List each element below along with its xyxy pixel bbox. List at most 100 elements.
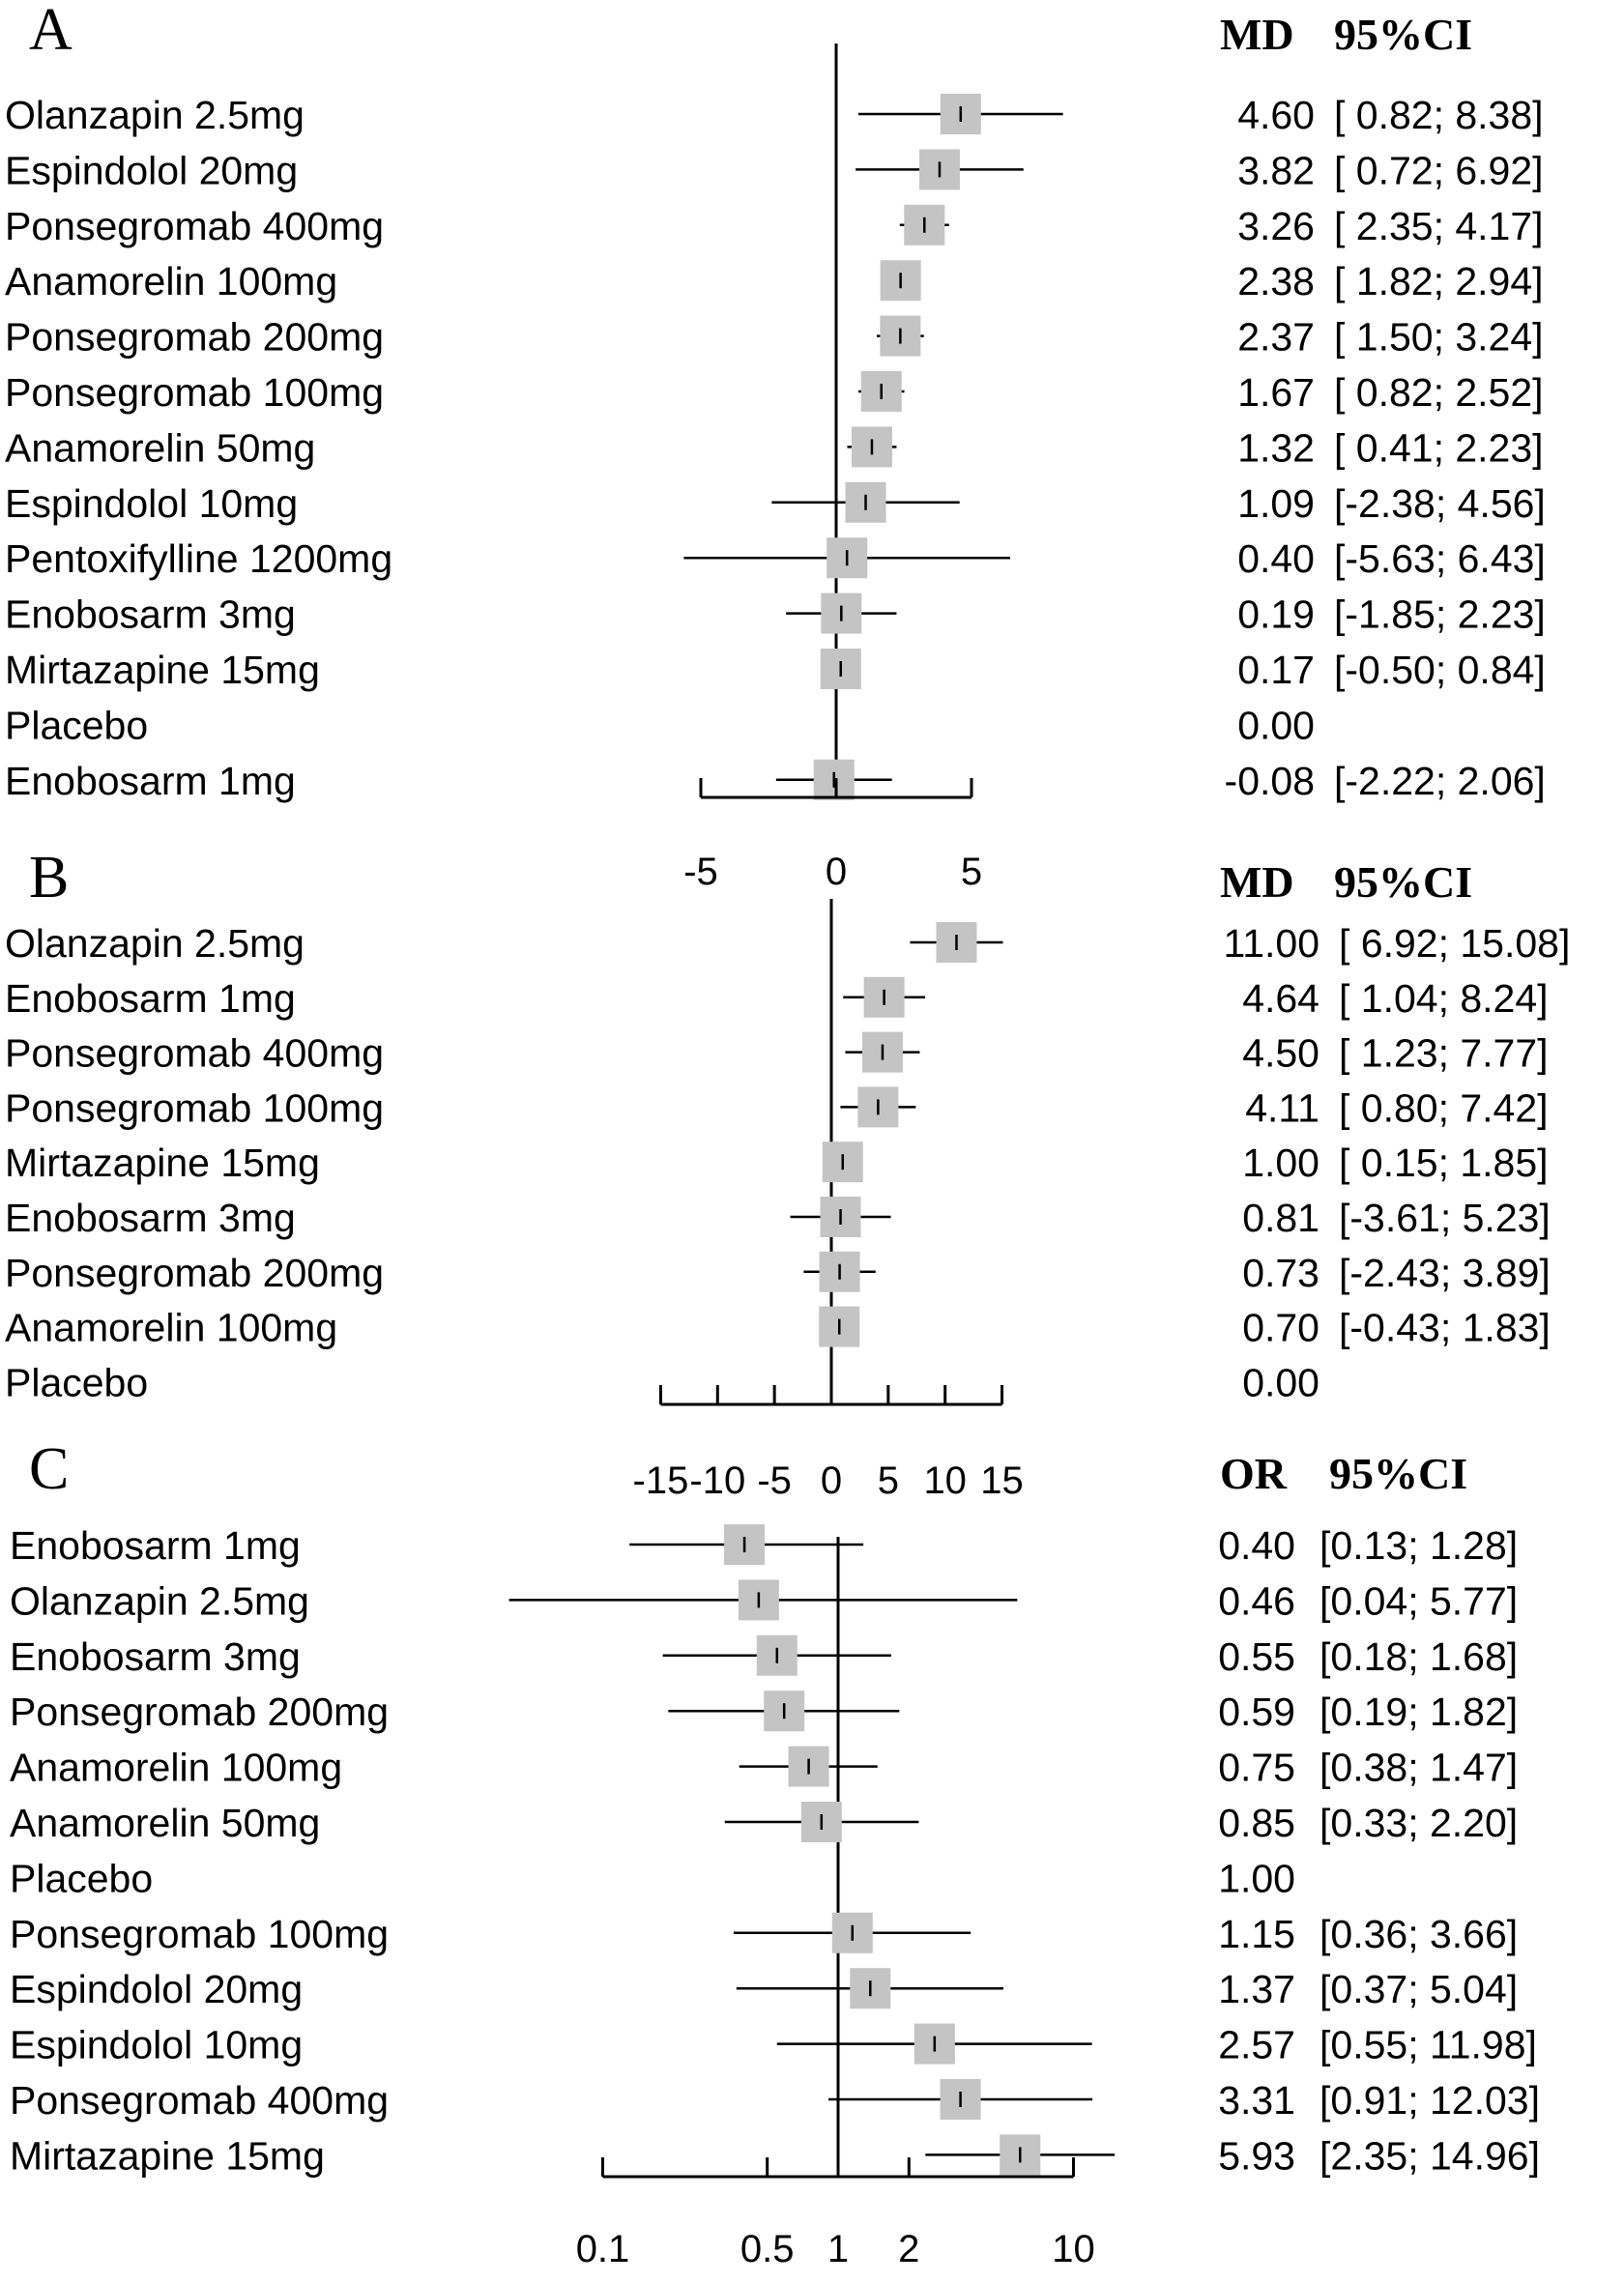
x-tick-label: -5 [757, 1459, 792, 1502]
estimate-value: 4.64 [1242, 976, 1320, 1021]
ci-value: [-2.22; 2.06] [1334, 759, 1546, 803]
forest-panel-b: B MD 95%CI Olanzapin 2.5mg 11.00 [ 6.92; 15.0… [5, 845, 1570, 1502]
ci-value: [ 6.92; 15.08] [1339, 921, 1570, 966]
ci-value: [0.18; 1.68] [1320, 1634, 1518, 1679]
row-label: Mirtazapine 15mg [5, 648, 320, 692]
row-label: Enobosarm 1mg [5, 976, 296, 1021]
estimate-value: 1.15 [1218, 1912, 1295, 1956]
ci-value: [0.19; 1.82] [1320, 1690, 1518, 1734]
estimate-value: 1.00 [1218, 1856, 1295, 1900]
ci-value: [-2.38; 4.56] [1334, 481, 1546, 526]
ci-value: [0.91; 12.03] [1320, 2078, 1540, 2123]
estimate-value: 0.81 [1242, 1196, 1320, 1240]
ci-value: [ 0.82; 2.52] [1334, 370, 1544, 415]
x-tick-label: 5 [961, 851, 982, 893]
ci-value: [ 1.23; 7.77] [1339, 1031, 1549, 1076]
row-label: Placebo [5, 703, 148, 747]
ci-value: [0.13; 1.28] [1320, 1523, 1518, 1568]
ci-value: [-3.61; 5.23] [1339, 1196, 1551, 1240]
ci-value: [0.04; 5.77] [1320, 1578, 1518, 1623]
estimate-header: MD [1220, 857, 1294, 907]
estimate-value: 3.26 [1237, 204, 1315, 248]
ci-value: [-0.43; 1.83] [1339, 1306, 1551, 1350]
ci-value: [ 1.50; 3.24] [1334, 315, 1544, 360]
row-label: Anamorelin 100mg [5, 259, 337, 303]
estimate-value: 4.60 [1237, 93, 1315, 137]
estimate-value: 0.55 [1218, 1634, 1295, 1679]
panel-label: C [29, 1436, 69, 1502]
row-label: Ponsegromab 200mg [5, 1251, 384, 1295]
row-label: Olanzapin 2.5mg [5, 921, 304, 966]
row-label: Olanzapin 2.5mg [10, 1578, 309, 1623]
row-label: Enobosarm 3mg [10, 1634, 301, 1679]
ci-header: 95%CI [1329, 1449, 1467, 1498]
ci-value: [ 1.04; 8.24] [1339, 976, 1549, 1021]
estimate-value: 0.75 [1218, 1746, 1295, 1790]
row-label: Enobosarm 3mg [5, 592, 296, 637]
ci-value: [-5.63; 6.43] [1334, 536, 1546, 581]
estimate-value: 3.82 [1237, 148, 1315, 192]
estimate-value: 0.00 [1242, 1360, 1320, 1404]
x-tick-label: 0 [821, 1459, 842, 1502]
row-label: Enobosarm 1mg [10, 1523, 301, 1568]
estimate-value: 1.09 [1237, 481, 1315, 526]
estimate-value: 5.93 [1218, 2133, 1295, 2178]
x-tick-label: 10 [923, 1459, 967, 1502]
row-label: Ponsegromab 400mg [10, 2078, 389, 2123]
estimate-value: 0.19 [1237, 592, 1315, 637]
estimate-value: 1.67 [1237, 370, 1315, 415]
row-label: Espindolol 20mg [5, 148, 298, 192]
row-label: Ponsegromab 200mg [5, 315, 384, 360]
estimate-value: 0.70 [1242, 1306, 1320, 1350]
ci-value: [ 1.82; 2.94] [1334, 259, 1544, 303]
row-label: Anamorelin 100mg [10, 1746, 342, 1790]
estimate-value: 1.32 [1237, 425, 1315, 470]
ci-value: [-1.85; 2.23] [1334, 592, 1546, 637]
estimate-value: 0.17 [1237, 648, 1315, 692]
row-label: Ponsegromab 100mg [5, 1085, 384, 1130]
row-label: Ponsegromab 400mg [5, 204, 384, 248]
estimate-value: 1.37 [1218, 1967, 1295, 2011]
ci-value: [ 2.35; 4.17] [1334, 204, 1544, 248]
estimate-value: 3.31 [1218, 2078, 1295, 2123]
ci-value: [-2.43; 3.89] [1339, 1251, 1551, 1295]
estimate-value: 0.40 [1218, 1523, 1295, 1568]
row-label: Ponsegromab 100mg [5, 370, 384, 415]
row-label: Pentoxifylline 1200mg [5, 536, 392, 581]
x-tick-label: -15 [633, 1459, 689, 1502]
estimate-value: 2.38 [1237, 259, 1315, 303]
ci-value: [ 0.41; 2.23] [1334, 425, 1544, 470]
x-tick-label: -5 [683, 851, 718, 893]
estimate-value: 11.00 [1223, 921, 1320, 966]
row-label: Enobosarm 3mg [5, 1196, 296, 1240]
x-tick-label: 15 [980, 1459, 1024, 1502]
row-label: Espindolol 10mg [10, 2023, 303, 2067]
ci-value: [0.55; 11.98] [1320, 2023, 1537, 2067]
ci-value: [ 0.82; 8.38] [1334, 93, 1544, 137]
panel-label: A [29, 0, 72, 63]
row-label: Mirtazapine 15mg [10, 2133, 325, 2178]
estimate-value: 0.00 [1237, 703, 1315, 747]
estimate-value: 4.11 [1245, 1085, 1320, 1130]
x-tick-label: 10 [1052, 2228, 1095, 2270]
x-tick-label: 1 [827, 2228, 849, 2270]
ci-value: [0.37; 5.04] [1320, 1967, 1518, 2011]
estimate-value: 1.00 [1242, 1141, 1320, 1185]
row-label: Ponsegromab 200mg [10, 1690, 389, 1734]
ci-header: 95%CI [1334, 857, 1472, 907]
ci-header: 95%CI [1334, 10, 1472, 59]
panel-label: B [29, 845, 69, 910]
row-label: Anamorelin 50mg [10, 1801, 320, 1845]
x-tick-label: -10 [689, 1459, 745, 1502]
row-label: Ponsegromab 100mg [10, 1912, 389, 1956]
row-label: Placebo [10, 1856, 153, 1900]
forest-panel-a: A MD 95%CI Olanzapin 2.5mg 4.60 [ 0.82; 8.38]… [5, 0, 1546, 893]
estimate-value: 0.73 [1242, 1251, 1320, 1295]
estimate-header: MD [1220, 10, 1294, 59]
estimate-value: 4.50 [1242, 1031, 1320, 1076]
ci-value: [-0.50; 0.84] [1334, 648, 1546, 692]
ci-value: [0.36; 3.66] [1320, 1912, 1518, 1956]
estimate-value: -0.08 [1225, 759, 1315, 803]
